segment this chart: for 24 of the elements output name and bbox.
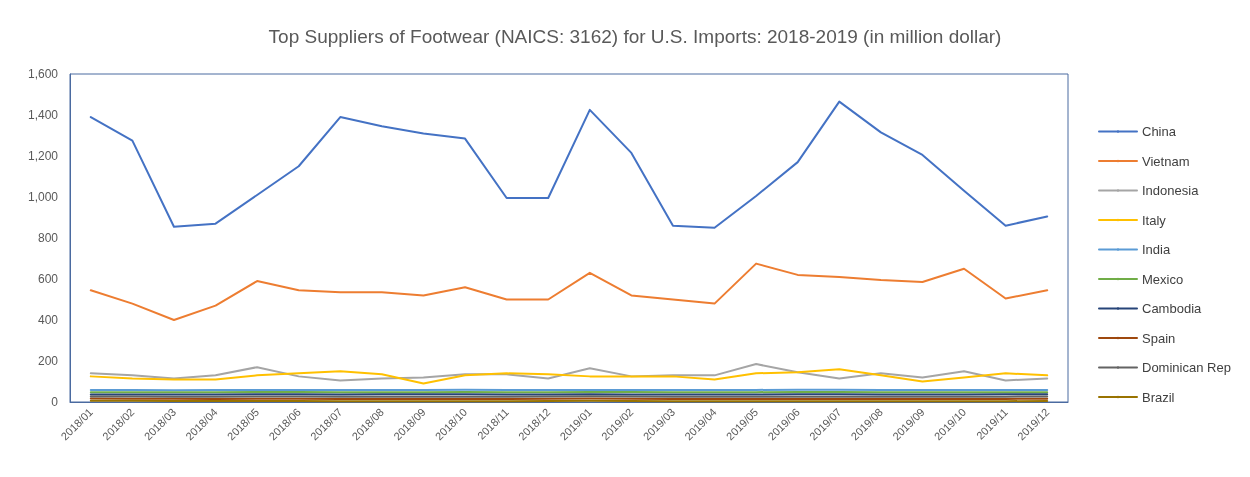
legend-label: India [1142,242,1171,257]
legend-label: Cambodia [1142,301,1203,316]
legend-label: Italy [1142,212,1167,228]
legend-label: Mexico [1142,271,1184,287]
chart-title: Top Suppliers of Footwear (NAICS: 3162) for U.S. Imports: 2018-2019 (in million dollar) [268,26,1002,47]
y-tick-label: 600 [37,272,59,286]
line-series [89,262,1049,321]
y-tick-label: 1,600 [27,67,59,81]
line-series [89,100,1049,229]
y-tick-label: 400 [37,313,59,327]
line-series [89,368,1049,385]
y-tick-label: 0 [51,395,59,409]
y-tick-label: 1,200 [27,149,59,163]
legend-label: Indonesia [1142,183,1200,198]
legend-label: Brazil [1142,389,1175,405]
line-series [89,363,1049,382]
legend-label: Spain [1142,330,1176,346]
y-tick-label: 1,000 [27,190,59,204]
y-tick-label: 200 [37,354,59,368]
legend-label: Dominican Rep [1142,360,1231,375]
legend-label: China [1142,124,1177,139]
y-tick-label: 1,400 [27,108,59,122]
legend-label: Vietnam [1142,153,1190,169]
y-tick-label: 800 [37,231,59,245]
